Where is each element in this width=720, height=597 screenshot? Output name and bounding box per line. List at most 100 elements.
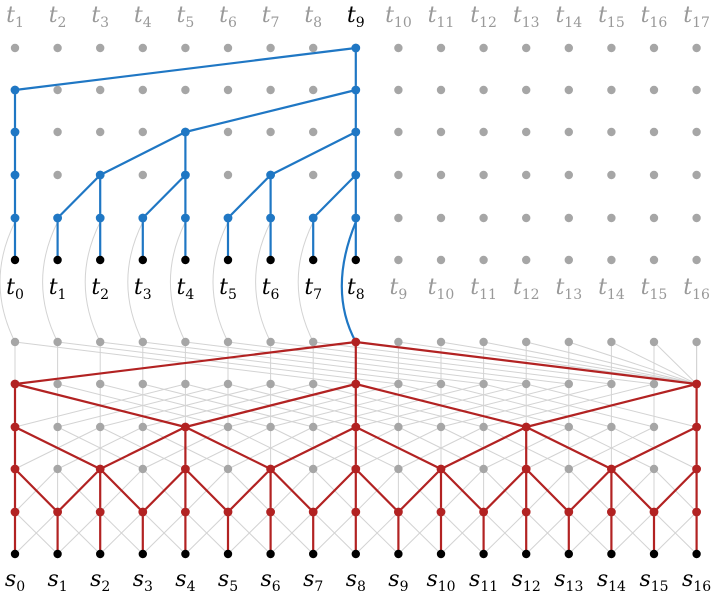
grid-dot [607, 43, 616, 53]
grid-dot [138, 379, 147, 389]
grid-dot [564, 379, 573, 389]
red-edge [99, 467, 144, 514]
bottom-label: s7 [303, 567, 323, 595]
grid-dot [96, 337, 105, 347]
grid-dot [181, 43, 190, 53]
grid-fan-line [568, 341, 698, 385]
top-label: t10 [385, 3, 412, 31]
grid-dot [138, 337, 147, 347]
grid-diagonal-line [227, 511, 272, 555]
mid-label: t16 [683, 275, 710, 303]
grid-diagonal-line [227, 383, 399, 428]
blue-edge [141, 173, 187, 220]
mid-label: t5 [219, 275, 237, 303]
red-edge [610, 467, 656, 514]
bottom-label: s3 [133, 567, 153, 595]
blue-edge [13, 46, 357, 92]
red-edge [269, 425, 357, 471]
mid-label: t15 [641, 275, 668, 303]
red-edge [525, 382, 698, 429]
grid-dot [692, 170, 701, 180]
bottom-label: s10 [426, 567, 455, 595]
grid-dot [53, 127, 62, 137]
grid-dot [607, 127, 616, 137]
grid-dot [394, 464, 403, 474]
grid-dot [607, 379, 616, 389]
grid-dot [53, 422, 62, 432]
grid-dot [436, 422, 446, 432]
red-node [181, 422, 190, 432]
top-label: t3 [91, 3, 109, 31]
grid-dot [479, 422, 488, 432]
grid-dot [266, 422, 275, 432]
grid-diagonal-line [440, 511, 485, 555]
mid-label: t4 [177, 275, 195, 303]
red-node [10, 422, 20, 432]
mid-label: t6 [262, 275, 280, 303]
red-edge [269, 467, 315, 514]
red-node [10, 507, 20, 517]
red-edge [439, 467, 485, 514]
connector-arc [297, 221, 314, 343]
red-node [692, 422, 701, 432]
grid-dot [223, 379, 233, 389]
grid-dot [53, 43, 62, 53]
grid-dot [649, 337, 659, 347]
leaf-dot [479, 549, 488, 559]
red-node [521, 464, 531, 474]
grid-dot [309, 464, 318, 474]
grid-dot [564, 337, 573, 347]
mid-label: t2 [91, 275, 109, 303]
bottom-label: s1 [47, 567, 67, 595]
grid-dot [53, 379, 62, 389]
blue-node [181, 213, 190, 223]
grid-dot [138, 85, 147, 95]
leaf-dot [181, 549, 190, 559]
grid-dot [266, 379, 275, 389]
leaf-dot [351, 255, 360, 265]
red-node [351, 337, 361, 347]
bottom-label: s8 [346, 567, 366, 595]
red-node [692, 379, 701, 389]
blue-edge [226, 173, 272, 220]
grid-dot [394, 43, 403, 53]
grid-dot [692, 43, 701, 53]
red-edge [184, 382, 357, 429]
red-edge [184, 425, 272, 471]
red-node [266, 464, 275, 474]
grid-fan-line [653, 341, 698, 385]
grid-dot [138, 422, 147, 432]
mid-label: t12 [513, 275, 540, 303]
red-node [521, 422, 531, 432]
grid-dot [607, 85, 616, 95]
red-edge [567, 467, 613, 514]
grid-dot [309, 379, 318, 389]
red-node [436, 464, 446, 474]
grid-dot [10, 337, 20, 347]
connector-arc [255, 221, 272, 343]
grid-dot [564, 464, 573, 474]
red-edge [13, 382, 187, 429]
leaf-dot [351, 549, 360, 559]
red-edge [482, 467, 528, 514]
grid-dot [138, 464, 147, 474]
red-node [351, 464, 361, 474]
leaf-dot [394, 549, 403, 559]
grid-diagonal-line [397, 511, 442, 555]
blue-node [181, 127, 190, 137]
grid-dot [394, 255, 403, 265]
leaf-dot [181, 255, 190, 265]
top-label: t9 [347, 3, 365, 31]
top-label: t4 [134, 3, 152, 31]
red-tree [13, 340, 698, 556]
red-edge [354, 467, 400, 514]
grid-dot [607, 422, 616, 432]
connector-arc [84, 221, 101, 343]
connector-arcs [0, 221, 314, 343]
grid-fan-line [440, 341, 698, 385]
mid-label: t11 [470, 275, 497, 303]
red-node [394, 507, 403, 517]
red-node [351, 379, 361, 389]
grid-dot [96, 422, 105, 432]
